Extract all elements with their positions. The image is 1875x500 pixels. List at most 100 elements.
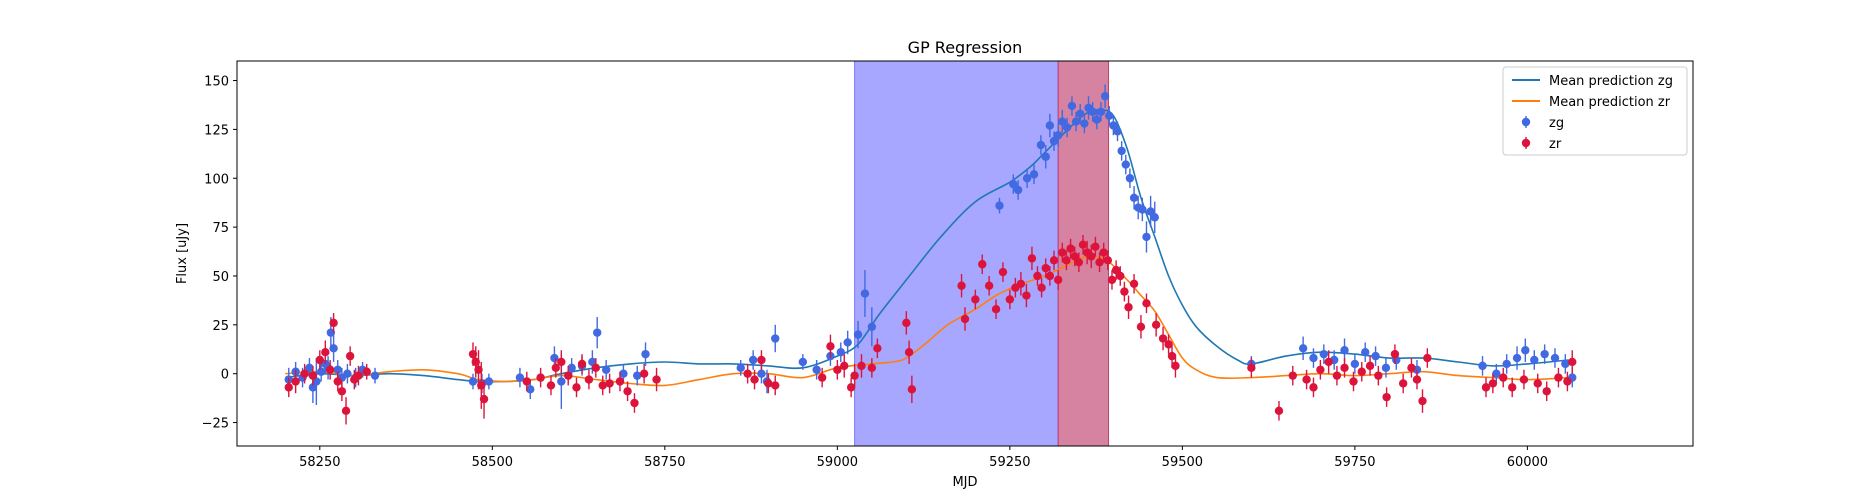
marker bbox=[1316, 365, 1325, 374]
data-point-zr bbox=[1091, 236, 1100, 257]
marker bbox=[1371, 351, 1380, 361]
marker bbox=[1542, 387, 1551, 396]
data-point-zr bbox=[1302, 369, 1311, 390]
data-point-zr bbox=[991, 299, 1001, 319]
data-point-zr bbox=[333, 371, 342, 392]
data-point-zg bbox=[748, 350, 758, 370]
data-point-zr bbox=[757, 350, 766, 370]
data-point-zg bbox=[316, 361, 326, 382]
marker bbox=[1105, 111, 1114, 120]
highlight-span-1 bbox=[854, 60, 1059, 447]
x-axis-label: MJD bbox=[952, 475, 977, 490]
marker bbox=[546, 381, 556, 390]
marker bbox=[1111, 265, 1121, 275]
data-point-zr bbox=[1027, 246, 1037, 271]
marker bbox=[1561, 359, 1570, 369]
marker bbox=[812, 365, 821, 374]
data-point-zr bbox=[907, 375, 917, 404]
marker bbox=[1107, 275, 1117, 285]
marker bbox=[1142, 232, 1151, 242]
data-point-zr bbox=[522, 371, 532, 392]
marker bbox=[1412, 375, 1422, 384]
data-point-zr bbox=[978, 254, 987, 275]
x-tick-label: 58500 bbox=[472, 455, 513, 470]
y-tick-label: 100 bbox=[204, 172, 229, 187]
data-point-zr bbox=[857, 354, 866, 378]
marker bbox=[1350, 359, 1360, 369]
marker bbox=[757, 355, 766, 365]
legend: Mean prediction zg Mean prediction zr zg zr bbox=[1502, 66, 1688, 156]
x-tick-label: 59750 bbox=[1334, 455, 1375, 470]
marker bbox=[593, 328, 602, 337]
marker bbox=[1036, 140, 1046, 150]
marker bbox=[846, 383, 856, 392]
marker bbox=[1062, 256, 1071, 265]
marker bbox=[1129, 279, 1139, 288]
marker bbox=[343, 369, 352, 378]
legend-item: Mean prediction zg bbox=[1512, 74, 1673, 89]
data-point-zr bbox=[817, 367, 827, 388]
marker bbox=[1309, 383, 1318, 392]
data-point-zr bbox=[321, 340, 330, 364]
data-point-zr bbox=[1382, 387, 1391, 407]
marker bbox=[1365, 361, 1375, 371]
data-point-zr bbox=[639, 363, 649, 384]
data-point-zr bbox=[284, 377, 293, 398]
x-axis-ticks: 58250 58500 58750 59000 59250 59500 59750 60000 bbox=[299, 446, 1548, 470]
x-tick-label: 59000 bbox=[817, 455, 858, 470]
y-axis-label: Flux [uJy] bbox=[175, 223, 190, 284]
data-point-zg bbox=[1550, 348, 1560, 368]
marker bbox=[971, 295, 980, 304]
marker bbox=[736, 363, 745, 373]
data-point-zg bbox=[867, 307, 877, 347]
marker bbox=[1092, 115, 1101, 124]
data-point-zr bbox=[1508, 377, 1517, 398]
marker bbox=[591, 363, 601, 373]
data-point-zr bbox=[652, 367, 661, 392]
data-point-zr bbox=[1053, 270, 1063, 290]
marker bbox=[1016, 279, 1026, 288]
data-point-zr bbox=[1418, 389, 1427, 413]
marker bbox=[479, 394, 489, 404]
marker bbox=[1324, 357, 1333, 367]
data-point-zg bbox=[1062, 117, 1072, 138]
marker bbox=[1005, 295, 1015, 304]
legend-item: zr bbox=[1521, 137, 1562, 152]
legend-box bbox=[1502, 66, 1688, 156]
marker bbox=[1349, 377, 1358, 386]
legend-label: Mean prediction zg bbox=[1549, 74, 1673, 89]
marker bbox=[750, 375, 759, 384]
data-point-zr bbox=[1316, 360, 1325, 380]
data-point-zg bbox=[1478, 356, 1487, 376]
data-point-zg bbox=[1053, 123, 1063, 147]
marker bbox=[1158, 334, 1168, 343]
marker bbox=[764, 379, 773, 388]
data-point-zr bbox=[1016, 272, 1026, 296]
marker bbox=[308, 371, 318, 380]
data-point-zr bbox=[345, 346, 355, 366]
data-point-zr bbox=[1499, 367, 1508, 388]
data-point-zg bbox=[1009, 174, 1018, 194]
marker bbox=[836, 347, 845, 357]
data-point-zr bbox=[1164, 334, 1173, 355]
marker bbox=[991, 304, 1001, 314]
data-point-zr bbox=[971, 289, 980, 310]
marker bbox=[957, 281, 966, 290]
marker bbox=[960, 314, 970, 324]
data-point-zr bbox=[1390, 344, 1400, 364]
marker bbox=[907, 385, 917, 394]
data-point-zg bbox=[601, 360, 611, 380]
data-point-zg bbox=[1350, 354, 1360, 374]
data-point-zr bbox=[1533, 373, 1542, 394]
marker bbox=[601, 365, 611, 374]
data-point-zr bbox=[1041, 258, 1050, 278]
marker bbox=[370, 371, 380, 380]
marker bbox=[1151, 320, 1161, 330]
marker bbox=[757, 369, 766, 378]
marker bbox=[1540, 349, 1549, 359]
data-point-zr bbox=[1407, 358, 1416, 378]
marker bbox=[843, 338, 852, 347]
marker bbox=[572, 383, 581, 392]
marker bbox=[1150, 213, 1159, 222]
data-point-zr bbox=[1357, 361, 1366, 382]
